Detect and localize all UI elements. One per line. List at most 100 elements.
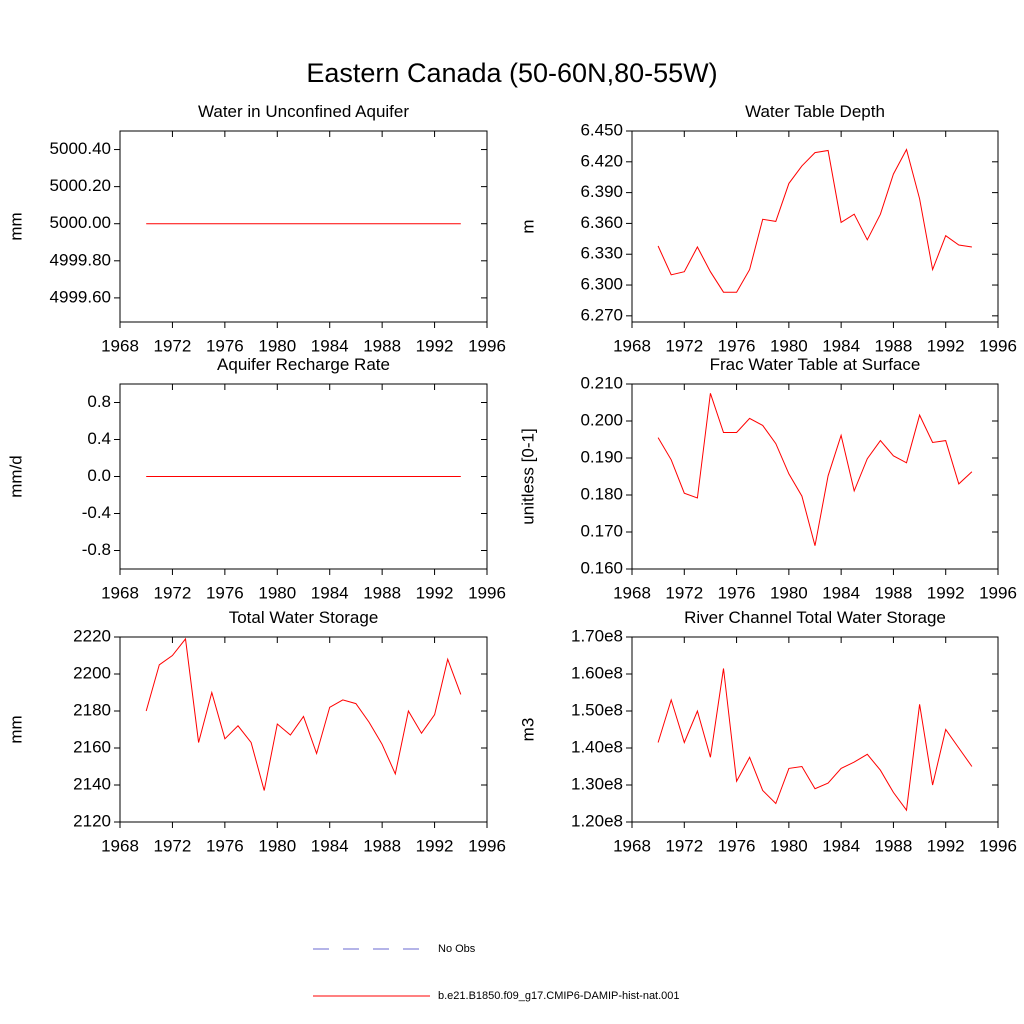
y-tick-label: 4999.80 <box>50 250 111 269</box>
x-tick-label: 1988 <box>363 836 401 855</box>
x-tick-label: 1996 <box>468 583 506 602</box>
x-tick-label: 1976 <box>206 336 244 355</box>
x-tick-label: 1996 <box>979 336 1017 355</box>
panel-title: River Channel Total Water Storage <box>684 608 946 627</box>
x-tick-label: 1976 <box>718 836 756 855</box>
y-axis-label: m <box>518 219 537 233</box>
y-tick-label: 2120 <box>73 811 111 830</box>
y-tick-label: 6.360 <box>580 213 623 232</box>
plot-frame <box>631 130 999 323</box>
x-tick-label: 1988 <box>875 583 913 602</box>
x-tick-label: 1972 <box>154 836 192 855</box>
y-tick-label: 0.190 <box>580 447 623 466</box>
y-tick-label: 6.390 <box>580 182 623 201</box>
x-tick-label: 1984 <box>311 836 349 855</box>
x-tick-label: 1968 <box>101 836 139 855</box>
y-tick-label: 0.170 <box>580 521 623 540</box>
x-tick-label: 1968 <box>101 583 139 602</box>
series-line <box>145 637 462 791</box>
y-tick-label: 1.50e8 <box>571 700 623 719</box>
y-tick-label: -0.8 <box>82 540 111 559</box>
x-tick-label: 1996 <box>979 583 1017 602</box>
x-tick-label: 1992 <box>927 336 965 355</box>
x-tick-label: 1988 <box>875 336 913 355</box>
x-tick-label: 1984 <box>311 336 349 355</box>
x-tick-label: 1980 <box>258 336 296 355</box>
y-tick-label: 5000.40 <box>50 139 111 158</box>
x-tick-label: 1972 <box>665 583 703 602</box>
series-line <box>657 393 973 546</box>
series-line <box>657 148 972 293</box>
y-tick-label: 2200 <box>73 663 111 682</box>
y-tick-label: 1.60e8 <box>571 663 623 682</box>
panel-title: Water Table Depth <box>745 102 885 121</box>
y-tick-label: 0.160 <box>580 558 623 577</box>
y-axis-label: unitless [0-1] <box>518 428 537 524</box>
x-tick-label: 1992 <box>416 336 454 355</box>
y-tick-label: 1.30e8 <box>571 774 623 793</box>
y-tick-label: 6.420 <box>580 151 623 170</box>
x-tick-label: 1976 <box>718 336 756 355</box>
legend-label: b.e21.B1850.f09_g17.CMIP6-DAMIP-hist-nat… <box>438 990 680 1002</box>
plot-frame <box>119 130 488 323</box>
panel-title: Frac Water Table at Surface <box>710 355 921 374</box>
x-tick-label: 1984 <box>822 336 860 355</box>
x-tick-label: 1992 <box>416 836 454 855</box>
y-tick-label: 6.270 <box>580 305 623 324</box>
x-tick-label: 1968 <box>101 336 139 355</box>
x-tick-label: 1968 <box>613 583 651 602</box>
y-tick-label: 6.330 <box>580 244 623 263</box>
panel-title: Total Water Storage <box>229 608 379 627</box>
x-tick-label: 1968 <box>613 836 651 855</box>
y-tick-label: 1.40e8 <box>571 737 623 756</box>
plot-frame <box>631 383 999 570</box>
y-tick-label: 4999.60 <box>50 287 111 306</box>
y-axis-label: mm <box>6 212 25 240</box>
x-tick-label: 1980 <box>258 836 296 855</box>
x-tick-label: 1992 <box>416 583 454 602</box>
plot-frame <box>631 636 999 823</box>
x-tick-label: 1972 <box>154 336 192 355</box>
y-tick-label: 0.210 <box>580 373 623 392</box>
x-tick-label: 1972 <box>665 336 703 355</box>
x-tick-label: 1992 <box>927 836 965 855</box>
x-tick-label: 1980 <box>770 836 808 855</box>
panel-title: Aquifer Recharge Rate <box>217 355 390 374</box>
y-axis-label: mm/d <box>6 455 25 498</box>
series-line <box>657 668 973 812</box>
y-tick-label: -0.4 <box>82 503 111 522</box>
y-tick-label: 1.20e8 <box>571 811 623 830</box>
panel-title: Water in Unconfined Aquifer <box>198 102 409 121</box>
x-tick-label: 1984 <box>822 836 860 855</box>
y-axis-label: mm <box>6 715 25 743</box>
x-tick-label: 1980 <box>770 583 808 602</box>
y-axis-label: m3 <box>518 718 537 742</box>
x-tick-label: 1972 <box>154 583 192 602</box>
y-tick-label: 2140 <box>73 774 111 793</box>
x-tick-label: 1988 <box>363 336 401 355</box>
y-tick-label: 0.4 <box>87 429 111 448</box>
x-tick-label: 1976 <box>206 836 244 855</box>
y-tick-label: 2160 <box>73 737 111 756</box>
x-tick-label: 1980 <box>258 583 296 602</box>
y-tick-label: 5000.00 <box>50 213 111 232</box>
y-tick-label: 5000.20 <box>50 176 111 195</box>
legend-label: No Obs <box>438 943 476 955</box>
x-tick-label: 1972 <box>665 836 703 855</box>
x-tick-label: 1984 <box>822 583 860 602</box>
x-tick-label: 1988 <box>875 836 913 855</box>
x-tick-label: 1992 <box>927 583 965 602</box>
y-tick-label: 2180 <box>73 700 111 719</box>
x-tick-label: 1996 <box>468 336 506 355</box>
y-tick-label: 0.8 <box>87 392 111 411</box>
y-tick-label: 0.0 <box>87 466 111 485</box>
x-tick-label: 1988 <box>363 583 401 602</box>
x-tick-label: 1980 <box>770 336 808 355</box>
x-tick-label: 1996 <box>468 836 506 855</box>
x-tick-label: 1968 <box>613 336 651 355</box>
y-tick-label: 0.180 <box>580 484 623 503</box>
y-tick-label: 1.70e8 <box>571 626 623 645</box>
x-tick-label: 1996 <box>979 836 1017 855</box>
x-tick-label: 1984 <box>311 583 349 602</box>
